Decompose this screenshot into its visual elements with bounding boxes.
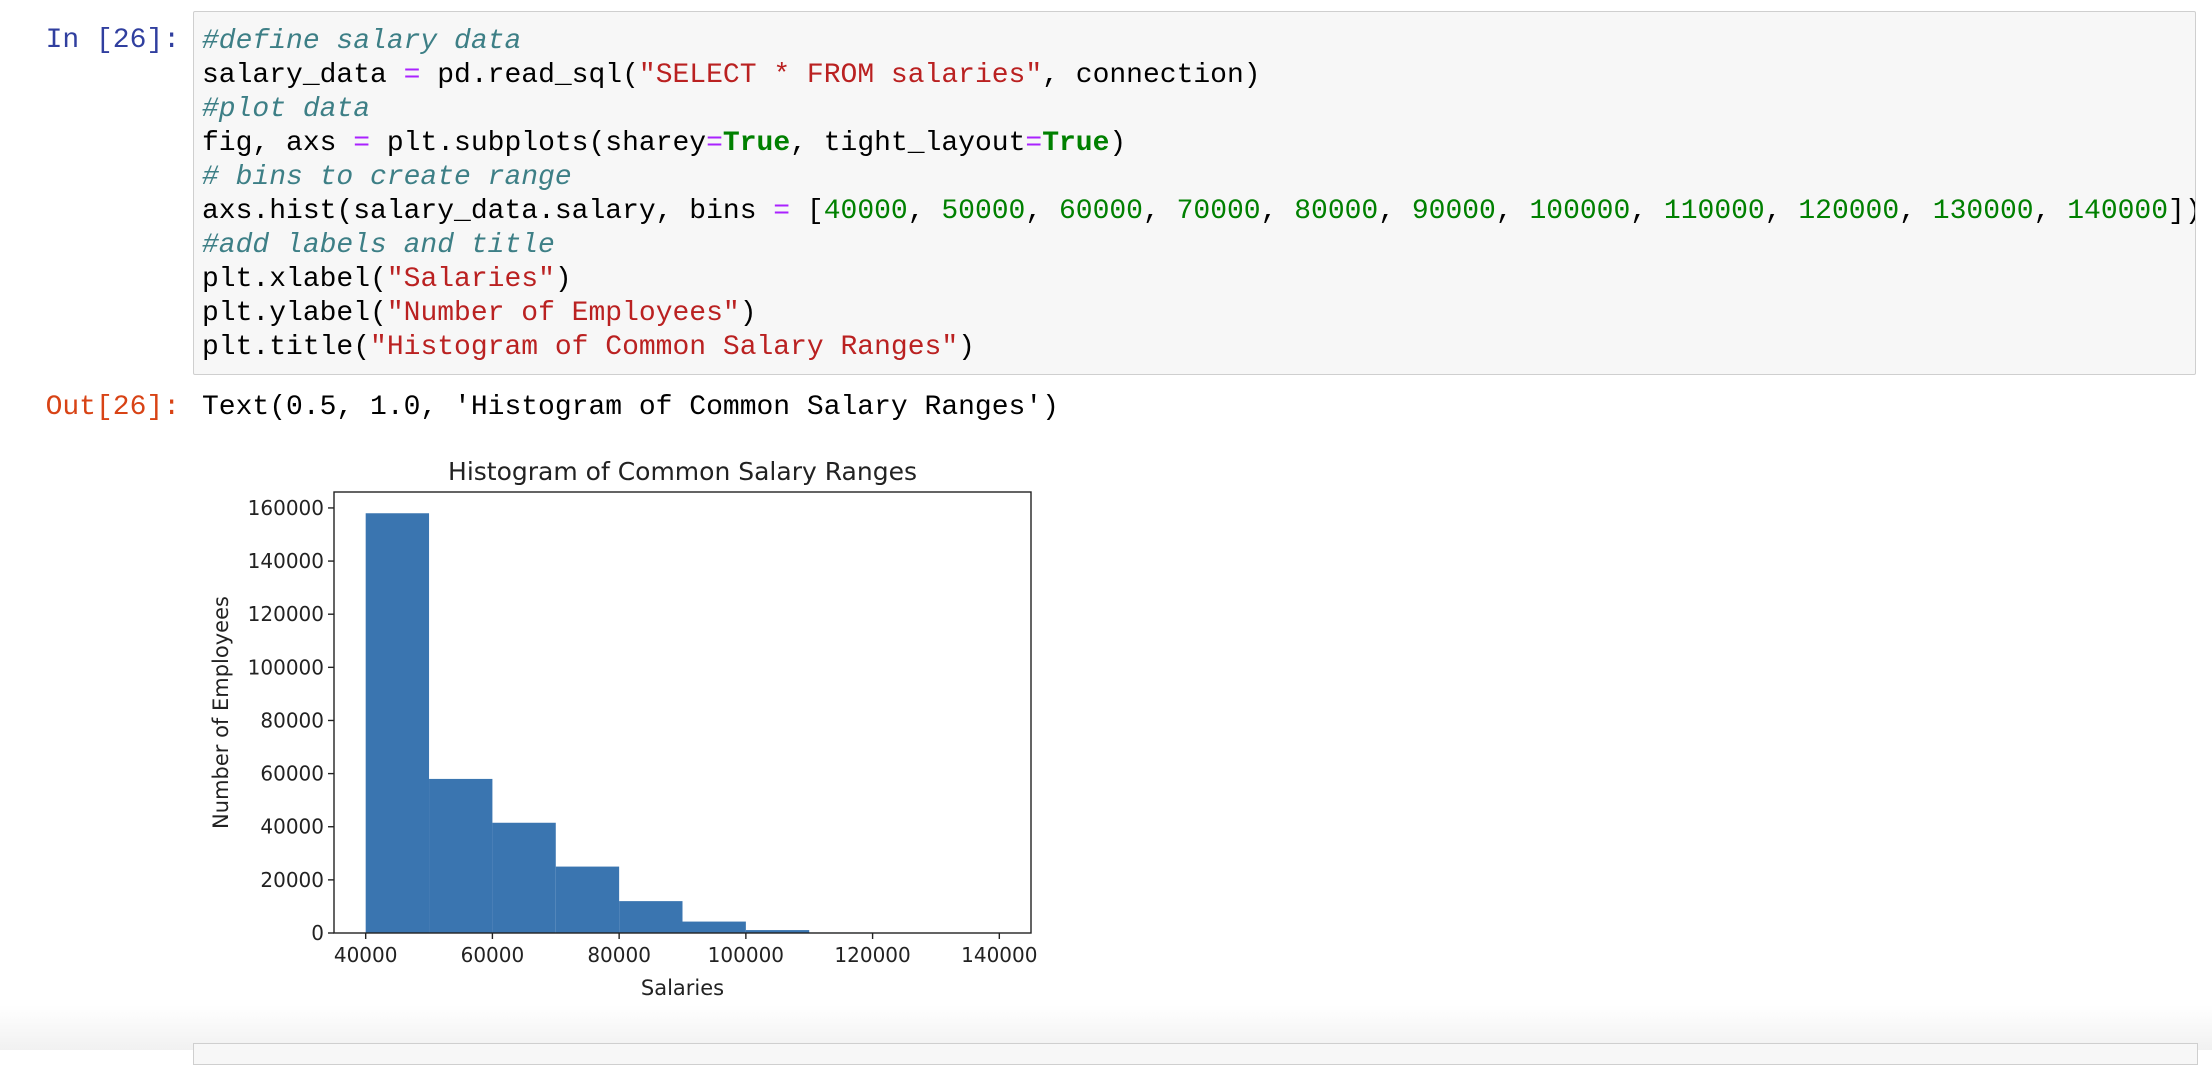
code-line: plt.title("Histogram of Common Salary Ra… <box>202 332 975 363</box>
code-line: fig, axs = plt.subplots(sharey=True, tig… <box>202 128 1127 159</box>
y-axis-label: Number of Employees <box>209 596 233 829</box>
x-tick-label: 100000 <box>708 943 784 967</box>
y-tick-label: 140000 <box>248 549 324 573</box>
bar <box>492 822 556 933</box>
bar <box>365 513 430 933</box>
x-tick-label: 140000 <box>961 943 1037 967</box>
code-line: plt.ylabel("Number of Employees") <box>202 298 757 329</box>
plot-frame <box>333 491 1032 934</box>
code-cell[interactable]: #define salary data salary_data = pd.read… <box>193 11 2196 375</box>
y-tick-label: 80000 <box>260 708 324 732</box>
bar <box>555 866 620 933</box>
bar <box>429 778 493 933</box>
y-tick-label: 60000 <box>260 762 324 786</box>
output-prompt: Out[26]: <box>45 392 180 423</box>
y-tick-label: 0 <box>311 921 324 945</box>
y-tick-label: 40000 <box>260 815 324 839</box>
footer-strip <box>0 1005 2212 1050</box>
code-line: #add labels and title <box>202 230 555 261</box>
x-tick-label: 40000 <box>334 943 398 967</box>
output-text: Text(0.5, 1.0, 'Histogram of Common Sala… <box>202 392 1059 423</box>
y-tick-label: 20000 <box>260 868 324 892</box>
code-line: salary_data = pd.read_sql("SELECT * FROM… <box>202 60 1261 91</box>
code-line: # bins to create range <box>202 162 572 193</box>
input-prompt: In [26]: <box>45 25 180 56</box>
next-cell[interactable] <box>193 1043 2198 1065</box>
code-line: #plot data <box>202 94 371 125</box>
y-tick-label: 160000 <box>248 496 324 520</box>
x-tick-label: 60000 <box>461 943 525 967</box>
y-tick-label: 100000 <box>248 655 324 679</box>
chart: Histogram of Common Salary Ranges Salarie… <box>209 457 1037 1000</box>
bar <box>745 930 810 933</box>
x-axis-label: Salaries <box>641 976 724 1000</box>
chart-title: Histogram of Common Salary Ranges <box>448 457 917 486</box>
code-line: axs.hist(salary_data.salary, bins = [400… <box>202 196 2195 227</box>
bar <box>682 921 746 933</box>
y-tick-label: 120000 <box>248 602 324 626</box>
bar <box>619 901 683 933</box>
x-tick-label: 120000 <box>834 943 910 967</box>
code-line: #define salary data <box>202 26 522 57</box>
code: #define salary data salary_data = pd.read… <box>202 25 2195 365</box>
code-line: plt.xlabel("Salaries") <box>202 264 572 295</box>
x-tick-label: 80000 <box>587 943 651 967</box>
